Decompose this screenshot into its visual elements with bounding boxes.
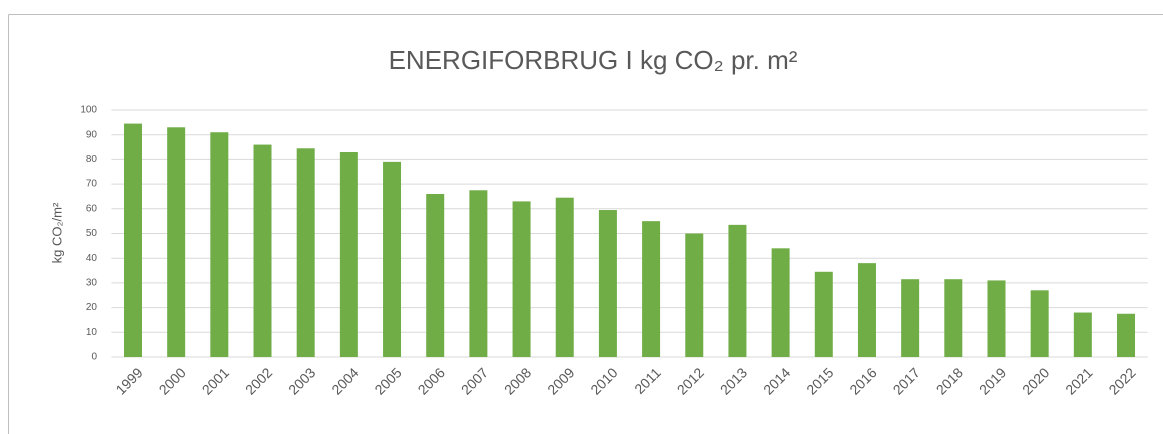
- x-tick-label: 2005: [371, 364, 404, 397]
- x-tick-label: 2014: [760, 364, 793, 397]
- y-tick-label: 90: [86, 129, 98, 140]
- y-tick-label: 10: [86, 327, 98, 338]
- x-tick-label: 2009: [544, 364, 577, 397]
- x-tick-label: 2013: [717, 364, 750, 397]
- bar: [1117, 313, 1136, 357]
- bar: [598, 210, 617, 357]
- bar: [555, 197, 574, 357]
- y-tick-label: 70: [86, 179, 98, 190]
- y-tick-label: 60: [86, 203, 98, 214]
- bar: [167, 127, 186, 357]
- y-tick-label: 20: [86, 302, 98, 313]
- bar: [253, 144, 272, 357]
- bar: [210, 132, 229, 357]
- x-tick-label: 2018: [933, 364, 966, 397]
- bar: [987, 280, 1006, 357]
- x-tick-label: 2000: [156, 364, 189, 397]
- x-tick-label: 2020: [1019, 364, 1052, 397]
- chart-title: ENERGIFORBRUG I kg CO₂ pr. m²: [389, 45, 798, 75]
- y-tick-label: 0: [91, 352, 97, 363]
- bar: [728, 224, 747, 357]
- x-tick-label: 2003: [285, 364, 318, 397]
- bar: [901, 279, 920, 357]
- bar: [857, 263, 876, 357]
- bar: [771, 248, 790, 357]
- bar: [814, 271, 833, 357]
- x-tick-label: 2022: [1105, 364, 1138, 397]
- bar: [339, 151, 358, 357]
- y-tick-label: 30: [86, 278, 98, 289]
- bar: [123, 123, 142, 358]
- y-tick-label: 50: [86, 228, 98, 239]
- x-tick-label: 2017: [890, 364, 923, 397]
- x-tick-label: 2010: [587, 364, 620, 397]
- y-tick-label: 40: [86, 253, 98, 264]
- x-tick-label: 2015: [803, 364, 836, 397]
- bar: [944, 279, 963, 357]
- x-tick-label: 2011: [631, 364, 664, 397]
- x-tick-label: 1999: [112, 364, 145, 397]
- x-tick-label: 2006: [415, 364, 448, 397]
- x-tick-label: 2007: [458, 364, 491, 397]
- bar: [1073, 312, 1092, 357]
- bar: [685, 233, 704, 357]
- y-tick-label: 80: [86, 154, 98, 165]
- y-tick-label: 100: [80, 105, 97, 116]
- bar: [426, 193, 445, 357]
- x-tick-label: 2008: [501, 364, 534, 397]
- x-tick-label: 2021: [1062, 364, 1095, 397]
- bar: [642, 221, 661, 357]
- x-tick-label: 2019: [976, 364, 1009, 397]
- bar: [1030, 290, 1049, 357]
- x-tick-label: 2002: [242, 364, 275, 397]
- bar: [469, 190, 488, 357]
- x-tick-label: 2001: [199, 364, 232, 397]
- bar: [512, 201, 531, 357]
- x-tick-label: 2004: [328, 364, 361, 397]
- x-tick-label: 2016: [846, 364, 879, 397]
- bar: [383, 161, 402, 357]
- y-axis-label: kg CO₂/m²: [49, 202, 64, 263]
- x-tick-label: 2012: [674, 364, 707, 397]
- bar: [296, 148, 315, 357]
